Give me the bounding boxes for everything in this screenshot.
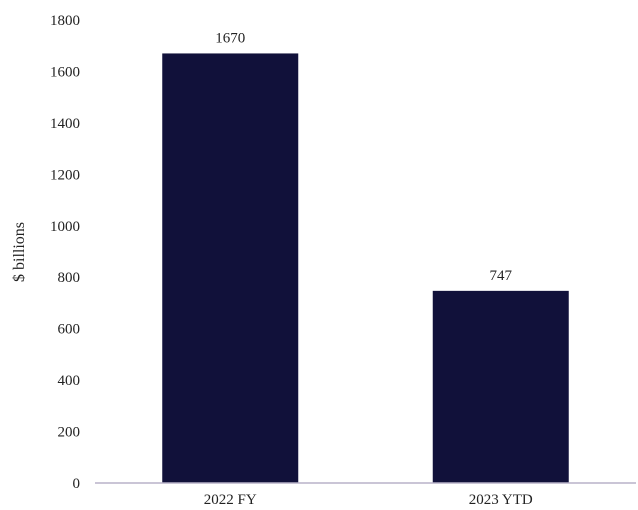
y-tick-label: 0 bbox=[73, 476, 81, 492]
y-tick-label: 400 bbox=[58, 373, 81, 389]
y-tick-label: 1200 bbox=[50, 167, 80, 183]
bars bbox=[162, 53, 569, 483]
y-tick-label: 200 bbox=[58, 425, 81, 441]
y-tick-label: 600 bbox=[58, 322, 81, 338]
y-tick-label: 1600 bbox=[50, 64, 80, 80]
x-axis: 2022 FY 2023 YTD bbox=[204, 492, 533, 508]
y-axis: 0 200 400 600 800 1000 1200 1400 1600 1800 bbox=[50, 13, 80, 492]
bar bbox=[162, 53, 299, 483]
data-label: 1670 bbox=[215, 30, 245, 46]
data-label: 747 bbox=[490, 268, 513, 284]
bar bbox=[432, 290, 569, 483]
y-axis-title: $ billions bbox=[11, 222, 28, 282]
data-labels: 1670 747 bbox=[215, 30, 512, 283]
y-tick-label: 1800 bbox=[50, 13, 80, 29]
y-tick-label: 1000 bbox=[50, 219, 80, 235]
y-tick-label: 800 bbox=[58, 270, 81, 286]
x-category-label: 2022 FY bbox=[204, 492, 257, 508]
y-tick-label: 1400 bbox=[50, 116, 80, 132]
x-category-label: 2023 YTD bbox=[469, 492, 533, 508]
